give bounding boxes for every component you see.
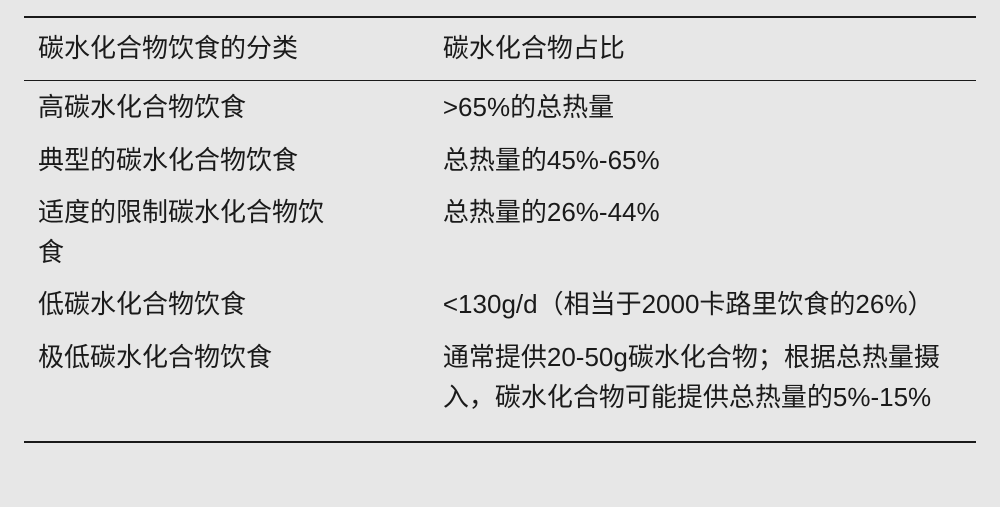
col-header-proportion: 碳水化合物占比 bbox=[443, 17, 976, 81]
cell-proportion: <130g/d（相当于2000卡路里饮食的26%） bbox=[443, 278, 976, 330]
cell-text: 高碳水化合物饮食 bbox=[38, 87, 246, 127]
col-header-category: 碳水化合物饮食的分类 bbox=[24, 17, 443, 81]
cell-category: 适度的限制碳水化合物饮食 bbox=[24, 186, 443, 279]
table-row: 极低碳水化合物饮食 通常提供20-50g碳水化合物；根据总热量摄入，碳水化合物可… bbox=[24, 331, 976, 443]
cell-category: 高碳水化合物饮食 bbox=[24, 81, 443, 134]
cell-proportion: 通常提供20-50g碳水化合物；根据总热量摄入，碳水化合物可能提供总热量的5%-… bbox=[443, 331, 976, 443]
table-row: 高碳水化合物饮食 >65%的总热量 bbox=[24, 81, 976, 134]
cell-category: 低碳水化合物饮食 bbox=[24, 278, 443, 330]
cell-category: 典型的碳水化合物饮食 bbox=[24, 134, 443, 186]
cell-text: 适度的限制碳水化合物饮食 bbox=[38, 192, 324, 273]
table-row: 典型的碳水化合物饮食 总热量的45%-65% bbox=[24, 134, 976, 186]
carb-diet-table: 碳水化合物饮食的分类 碳水化合物占比 高碳水化合物饮食 >65%的总热量 典型的… bbox=[24, 16, 976, 443]
table-header-row: 碳水化合物饮食的分类 碳水化合物占比 bbox=[24, 17, 976, 81]
table-row: 适度的限制碳水化合物饮食 总热量的26%-44% bbox=[24, 186, 976, 279]
cell-proportion: 总热量的45%-65% bbox=[443, 134, 976, 186]
cell-proportion: >65%的总热量 bbox=[443, 81, 976, 134]
cell-text: 低碳水化合物饮食 bbox=[38, 284, 246, 324]
cell-text: 极低碳水化合物饮食 bbox=[38, 337, 272, 377]
cell-proportion: 总热量的26%-44% bbox=[443, 186, 976, 279]
carb-diet-table-container: 碳水化合物饮食的分类 碳水化合物占比 高碳水化合物饮食 >65%的总热量 典型的… bbox=[0, 0, 1000, 507]
cell-text: 典型的碳水化合物饮食 bbox=[38, 140, 298, 180]
cell-category: 极低碳水化合物饮食 bbox=[24, 331, 443, 443]
table-row: 低碳水化合物饮食 <130g/d（相当于2000卡路里饮食的26%） bbox=[24, 278, 976, 330]
